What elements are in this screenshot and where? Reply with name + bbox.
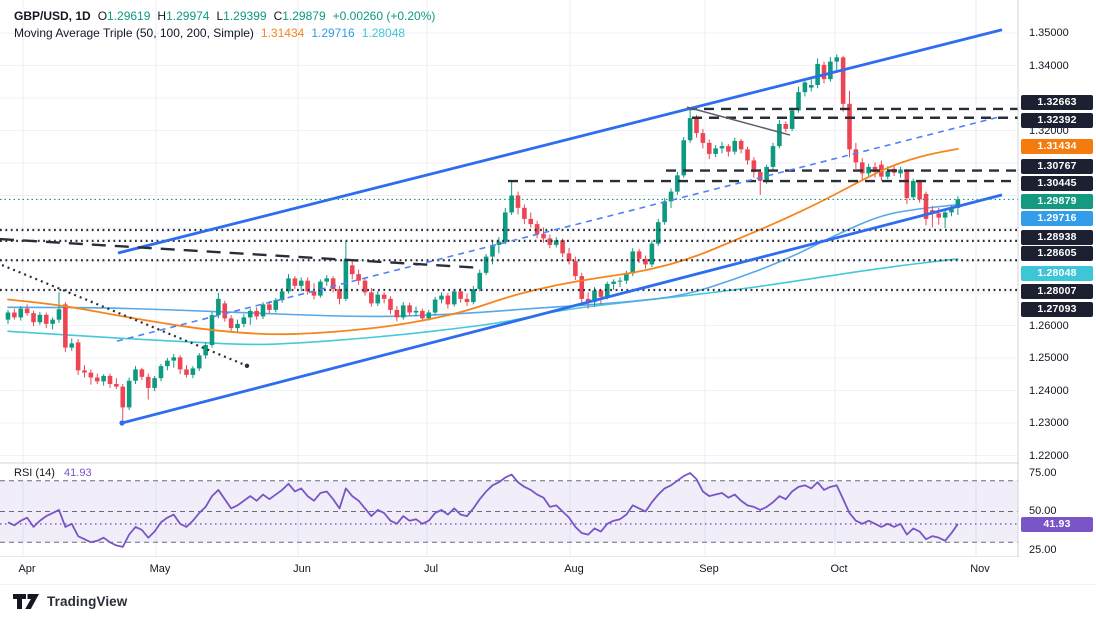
symbol-title[interactable]: GBP/USD, 1D [14,9,91,23]
price-axis-label: 1.26000 [1029,319,1069,332]
sma50-value: 1.31434 [260,26,305,40]
price-axis-label: 1.32000 [1029,124,1069,137]
price-badge-1.28605: 1.28605 [1021,245,1093,261]
indicator-title[interactable]: Moving Average Triple (50, 100, 200, Sim… [14,26,254,40]
price-badge-1.28938: 1.28938 [1021,229,1093,245]
price-badge-1.27093: 1.27093 [1021,301,1093,317]
rsi-legend-row[interactable]: RSI (14) 41.93 [14,467,92,479]
close-value: 1.29879 [282,9,326,23]
price-axis-label: 1.34000 [1029,59,1069,72]
time-axis-label-May: May [149,563,171,575]
price-badge-1.28048: 1.28048 [1021,265,1093,281]
price-badge-1.29879: 1.29879 [1021,193,1093,209]
tradingview-logo-text: TradingView [47,594,128,609]
price-badge-1.29716: 1.29716 [1021,210,1093,226]
price-badge-1.31434: 1.31434 [1021,138,1093,154]
time-axis-label-Apr: Apr [18,563,36,575]
price-axis-label: 1.22000 [1029,449,1069,462]
time-axis[interactable]: Apr May Jun Jul Aug Sep Oct Nov [0,557,1019,584]
rsi-title[interactable]: RSI [14,467,33,479]
price-badge-1.30767: 1.30767 [1021,158,1093,174]
change-value: +0.00260 (+0.20%) [332,9,436,23]
sma100-value: 1.29716 [311,26,355,40]
tradingview-logo-icon [13,594,39,609]
price-axis-label: 1.25000 [1029,352,1069,364]
price-axis-label: 1.35000 [1029,27,1069,39]
indicator-legend-row[interactable]: Moving Average Triple (50, 100, 200, Sim… [14,26,405,40]
close-label: C [273,9,283,23]
open-label: O [97,9,108,23]
high-label: H [157,9,167,23]
rsi-period: (14) [35,467,55,479]
time-axis-label-Nov: Nov [970,563,990,575]
rsi-axis-label: 75.00 [1029,467,1057,479]
sma200-value: 1.28048 [361,26,406,40]
price-badge-1.32392: 1.32392 [1021,112,1093,128]
symbol-ohlc-row[interactable]: GBP/USD, 1D O1.29619 H1.29974 L1.29399 C1.29… [14,9,435,23]
open-value: 1.29619 [107,9,151,23]
low-label: L [216,9,224,23]
time-axis-label-Jun: Jun [293,563,311,575]
tradingview-branding[interactable]: TradingView [13,593,127,610]
price-axis-label: 1.24000 [1029,384,1069,397]
price-badge-1.30445: 1.30445 [1021,175,1093,191]
rsi-axis-label: 50.00 [1029,505,1057,517]
time-axis-label-Oct: Oct [830,563,848,575]
price-axis[interactable]: 1.35000 1.34000 1.32000 1.26000 1.25000 1.240… [1019,0,1096,584]
time-axis-label-Jul: Jul [423,563,439,575]
high-value: 1.29974 [166,9,210,23]
rsi-value: 41.93 [64,467,92,479]
price-axis-label: 1.23000 [1029,417,1069,429]
time-axis-label-Sep: Sep [699,563,719,575]
rsi-axis-label: 25.00 [1029,544,1057,556]
price-badge-1.28007: 1.28007 [1021,283,1093,299]
time-axis-label-Aug: Aug [564,563,584,575]
price-badge-41.93: 41.93 [1021,516,1093,532]
price-badge-1.32663: 1.32663 [1021,94,1093,110]
low-value: 1.29399 [223,9,267,23]
